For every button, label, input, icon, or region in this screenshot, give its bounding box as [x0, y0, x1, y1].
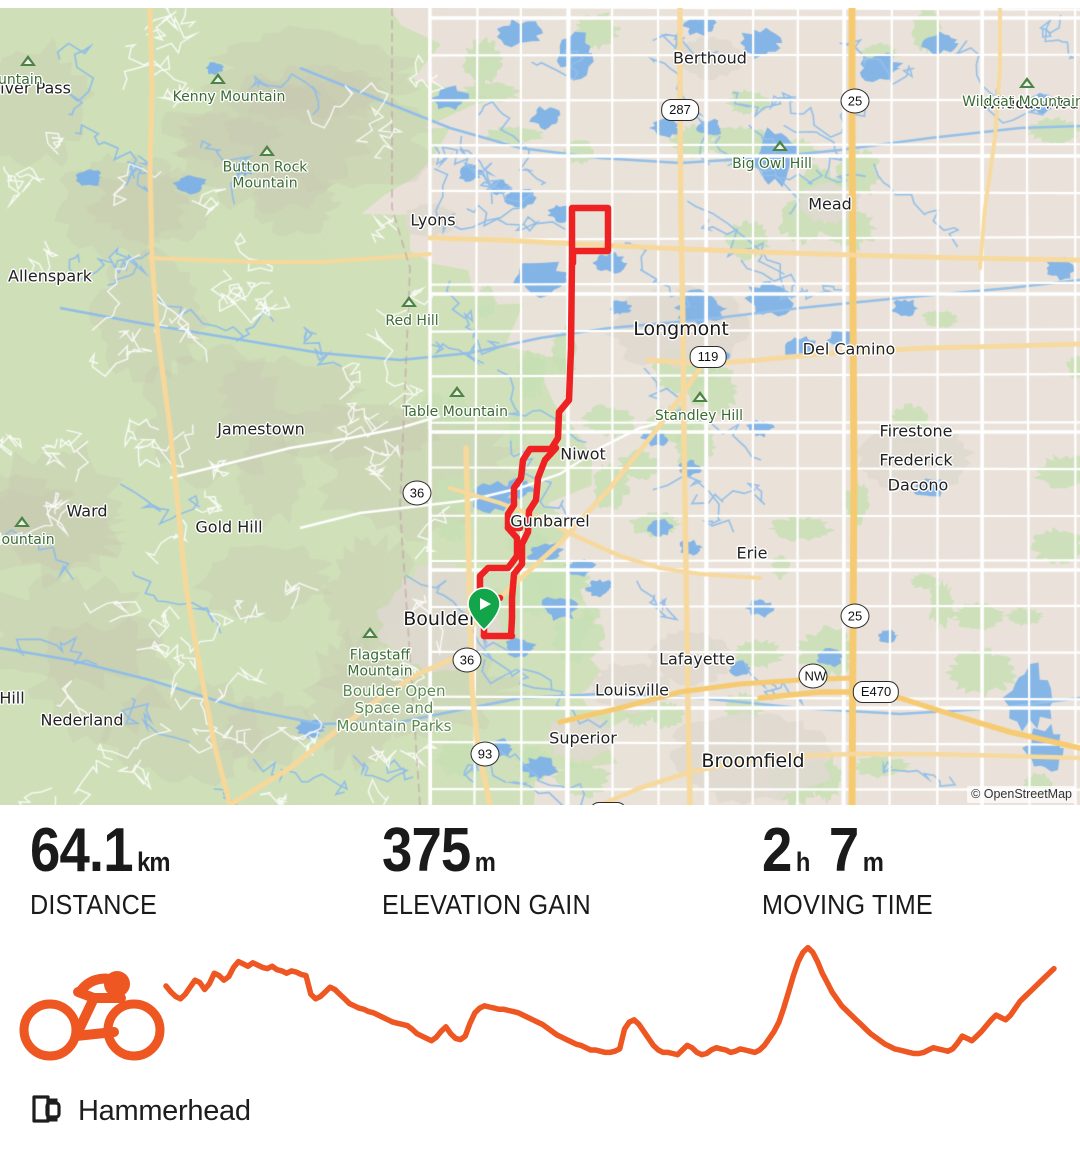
highway-shield: 25 — [840, 88, 870, 114]
map-vector-layer — [476, 204, 612, 640]
brand-row: Hammerhead — [30, 1092, 251, 1131]
elevation-profile-chart — [160, 930, 1060, 1070]
mountain-peak-icon — [772, 140, 788, 151]
mountain-peak-icon — [259, 145, 275, 156]
highway-shield: E470 — [852, 681, 900, 703]
device-watch-icon — [30, 1092, 64, 1131]
highway-shield: 25 — [840, 603, 870, 629]
stats-row: 64.1 km DISTANCE 375 m ELEVATION GAIN 2 … — [0, 820, 1080, 940]
mountain-peak-icon — [1019, 77, 1035, 88]
highway-shield: NW — [798, 663, 828, 689]
osm-attribution[interactable]: © OpenStreetMap — [967, 786, 1076, 803]
stat-distance: 64.1 km DISTANCE — [30, 820, 189, 919]
mountain-peak-icon — [20, 55, 36, 66]
mountain-peak-icon — [401, 296, 417, 307]
stat-time-hours-unit: h — [795, 847, 810, 877]
elevation-series-line — [163, 944, 1057, 1058]
highway-shield: 36 — [452, 647, 482, 673]
map-basemap — [0, 8, 1080, 805]
highway-shield: 128 — [589, 802, 627, 805]
mountain-peak-icon — [362, 627, 378, 638]
stat-time-minutes-unit: m — [862, 847, 884, 877]
mountain-peak-icon — [449, 386, 465, 397]
route-polyline — [476, 204, 612, 640]
stat-elevation: 375 m ELEVATION GAIN — [382, 820, 614, 919]
stat-distance-value: 64.1 — [30, 816, 134, 885]
highway-shield: 119 — [689, 346, 727, 368]
stat-elevation-unit: m — [474, 847, 496, 877]
highway-shield: 287 — [661, 99, 699, 121]
mountain-peak-icon — [692, 391, 708, 402]
stat-time-hours-value: 2 — [762, 816, 792, 885]
stat-moving-time: 2 h 7 m MOVING TIME — [762, 820, 952, 919]
start-marker[interactable] — [467, 587, 501, 636]
elevation-profile-svg — [163, 944, 1057, 1058]
stat-time-caption: MOVING TIME — [762, 889, 933, 920]
cycling-icon — [18, 962, 168, 1067]
brand-name: Hammerhead — [78, 1095, 251, 1127]
stat-elevation-caption: ELEVATION GAIN — [382, 889, 591, 920]
stat-elevation-value: 375 — [382, 816, 471, 885]
stat-distance-caption: DISTANCE — [30, 889, 157, 920]
stat-distance-unit: km — [137, 847, 170, 877]
highway-shield: 36 — [402, 480, 432, 506]
route-map[interactable]: Berthoud Mead Lyons Longmont Del Camino Niwot… — [0, 8, 1080, 805]
highway-shield: 93 — [470, 741, 500, 767]
stat-time-minutes-value: 7 — [828, 816, 859, 885]
mountain-peak-icon — [210, 73, 226, 84]
mountain-peak-icon — [14, 516, 30, 527]
